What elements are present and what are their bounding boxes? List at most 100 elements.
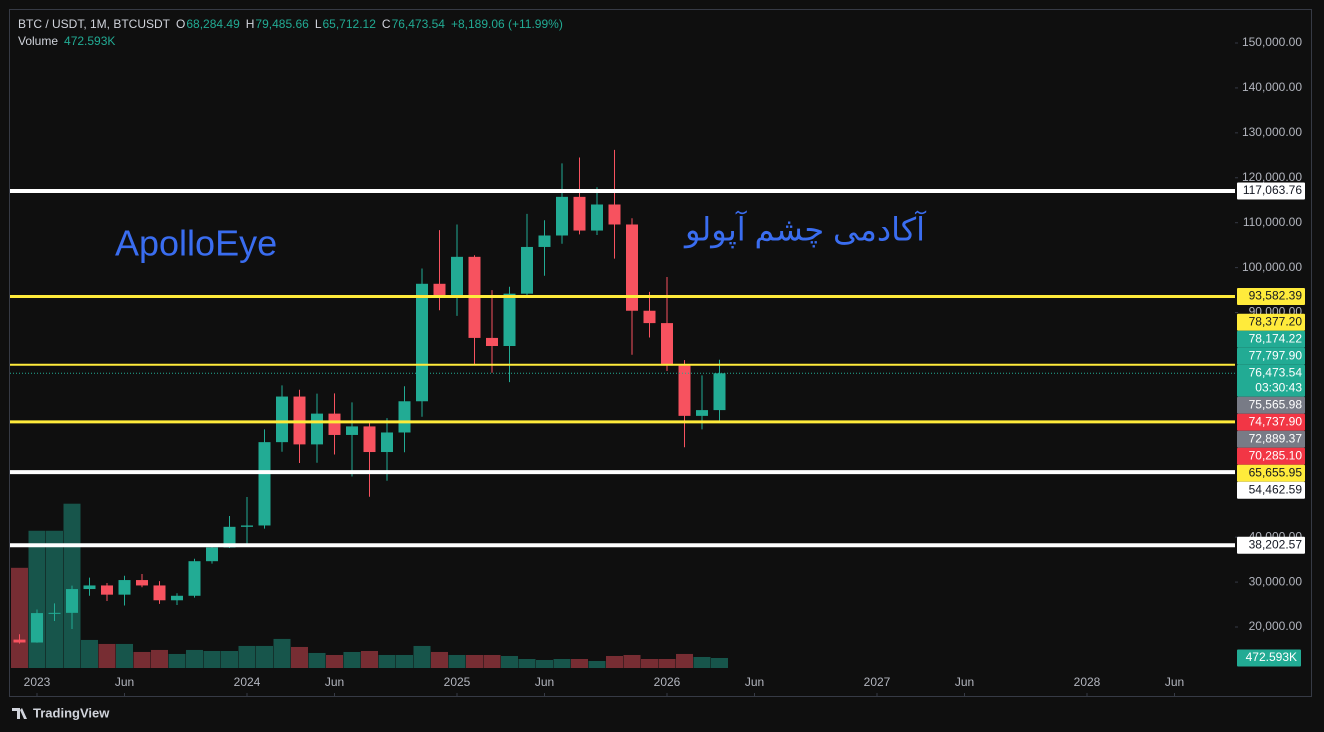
watermark: آکادمی چشم آپولو bbox=[683, 209, 927, 248]
x-tick-label: 2026 bbox=[654, 675, 681, 689]
price-label-box bbox=[1237, 464, 1305, 482]
ohlc-key: H bbox=[245, 17, 255, 31]
candle-body bbox=[503, 293, 516, 347]
volume-bar bbox=[256, 645, 273, 668]
price-label-box bbox=[1237, 347, 1305, 365]
candle-body bbox=[188, 561, 201, 596]
volume-bar bbox=[588, 660, 606, 668]
volume-bar bbox=[518, 658, 536, 668]
price-label: 38,202.57 bbox=[1237, 536, 1305, 554]
volume-bar bbox=[571, 658, 588, 668]
volume-bar bbox=[693, 656, 711, 668]
price-label-text: 65,655.95 bbox=[1249, 465, 1303, 479]
x-tick-label: 2024 bbox=[234, 675, 261, 689]
volume-bar bbox=[203, 650, 221, 668]
watermark: ApolloEye bbox=[115, 223, 277, 264]
volume-bar bbox=[711, 657, 728, 668]
volume-bar bbox=[273, 638, 291, 668]
volume-label-text: 472.593K bbox=[1246, 650, 1297, 664]
candle-body bbox=[608, 204, 621, 225]
volume-bar bbox=[361, 650, 378, 668]
footer-text: TradingView bbox=[33, 705, 110, 720]
candle-body bbox=[573, 196, 586, 231]
volume-bar bbox=[133, 651, 151, 668]
x-tick-label: Jun bbox=[115, 675, 134, 689]
ohlc-value: 76,473.54 bbox=[391, 17, 445, 31]
ohlc-row: BTC / USDT, 1M, BTCUSDT O68,284.49 H79,485… bbox=[18, 16, 569, 33]
candle-body bbox=[643, 310, 656, 324]
candle-body bbox=[433, 283, 446, 298]
price-label-text: 38,202.57 bbox=[1249, 537, 1303, 551]
ohlc-key: L bbox=[314, 17, 322, 31]
candle-body bbox=[241, 525, 253, 527]
candle-body bbox=[328, 413, 341, 435]
candle-body bbox=[398, 401, 411, 433]
price-label: 54,462.59 bbox=[1237, 481, 1305, 499]
y-tick-label: 130,000.00 bbox=[1242, 125, 1302, 139]
x-tick-label: Jun bbox=[535, 675, 554, 689]
x-tick-label: 2025 bbox=[444, 675, 471, 689]
candle-body bbox=[83, 585, 96, 590]
candle-body bbox=[346, 426, 358, 435]
ohlc-key: C bbox=[381, 17, 391, 31]
price-label: 74,737.90 bbox=[1237, 413, 1305, 431]
chart-frame bbox=[9, 9, 1312, 697]
countdown: 03:30:43 bbox=[1255, 380, 1302, 394]
candle-body bbox=[171, 595, 183, 601]
candle-body bbox=[136, 580, 148, 586]
candle-body bbox=[363, 426, 376, 453]
y-tick-label: 150,000.00 bbox=[1242, 35, 1302, 49]
price-label-box bbox=[1237, 182, 1305, 200]
candle-body bbox=[276, 396, 288, 443]
price-label-text: 117,063.76 bbox=[1243, 183, 1302, 197]
x-tick-label: Jun bbox=[745, 675, 764, 689]
volume-label-box bbox=[1237, 649, 1301, 667]
y-tick-label: 20,000.00 bbox=[1249, 619, 1303, 633]
volume-bar bbox=[326, 654, 343, 668]
price-label-box bbox=[1237, 330, 1305, 348]
candle-body bbox=[451, 256, 463, 298]
candle-body bbox=[678, 365, 691, 416]
volume-bar bbox=[46, 530, 63, 668]
volume-bar bbox=[291, 646, 308, 668]
y-tick-label: 100,000.00 bbox=[1242, 260, 1302, 274]
logo-icon bbox=[12, 708, 27, 719]
price-label-text: 77,797.90 bbox=[1249, 348, 1303, 362]
volume-row: Volume 472.593K bbox=[18, 33, 569, 50]
y-tick-label: 140,000.00 bbox=[1242, 80, 1302, 94]
price-label-box bbox=[1237, 287, 1305, 305]
y-tick-label: 120,000.00 bbox=[1242, 170, 1302, 184]
ohlc-value: 65,712.12 bbox=[322, 17, 376, 31]
candle-body bbox=[626, 224, 638, 311]
volume-bar bbox=[501, 655, 518, 668]
price-label-box bbox=[1237, 413, 1305, 431]
volume-bar bbox=[98, 643, 116, 668]
price-label-text: 78,377.20 bbox=[1249, 314, 1303, 328]
price-label: 77,797.90 bbox=[1237, 347, 1305, 365]
volume-bar bbox=[466, 654, 483, 668]
candle-body bbox=[258, 442, 271, 526]
price-label: 75,565.98 bbox=[1237, 396, 1305, 414]
price-label: 78,174.22 bbox=[1237, 330, 1305, 348]
price-label-box bbox=[1237, 481, 1305, 499]
x-tick-label: 2023 bbox=[24, 675, 51, 689]
candle-body bbox=[521, 246, 533, 294]
volume-bar bbox=[431, 651, 448, 668]
price-label: 117,063.76 bbox=[1237, 182, 1305, 200]
volume-bar bbox=[81, 639, 98, 668]
volume-label: Volume bbox=[18, 34, 59, 48]
volume-bar bbox=[343, 651, 361, 668]
volume-bar bbox=[448, 654, 466, 668]
candle-body bbox=[696, 410, 708, 416]
change: +8,189.06 (+11.99%) bbox=[450, 17, 563, 31]
price-label-text: 75,565.98 bbox=[1249, 397, 1303, 411]
volume-bar bbox=[413, 645, 431, 668]
candle-body bbox=[311, 413, 323, 445]
price-label-text: 74,737.90 bbox=[1249, 414, 1303, 428]
volume-bar bbox=[676, 653, 693, 668]
y-tick-label: 30,000.00 bbox=[1249, 574, 1303, 588]
volume-bar bbox=[186, 649, 203, 668]
price-label-text: 93,582.39 bbox=[1249, 289, 1303, 303]
volume-bar bbox=[168, 653, 186, 668]
